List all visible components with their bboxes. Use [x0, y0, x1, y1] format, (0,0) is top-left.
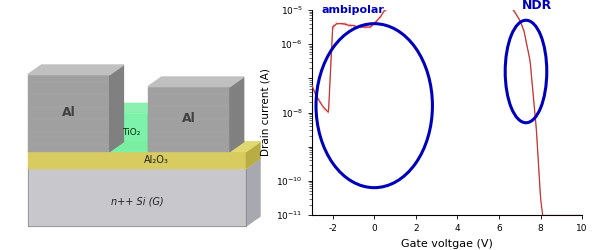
- Y-axis label: Drain current (A): Drain current (A): [261, 68, 271, 156]
- Text: TiO₂: TiO₂: [122, 128, 141, 137]
- Text: Al: Al: [182, 112, 196, 126]
- Text: ambipolar: ambipolar: [321, 6, 384, 16]
- Polygon shape: [148, 104, 162, 152]
- Polygon shape: [148, 77, 244, 86]
- Text: Al₂O₃: Al₂O₃: [144, 154, 169, 164]
- Polygon shape: [110, 113, 148, 152]
- Polygon shape: [28, 168, 247, 226]
- Text: Al: Al: [62, 106, 75, 120]
- Polygon shape: [28, 142, 260, 152]
- Polygon shape: [110, 113, 148, 152]
- X-axis label: Gate voltgae (V): Gate voltgae (V): [401, 238, 493, 248]
- Polygon shape: [28, 65, 124, 74]
- Text: n++ Si (G): n++ Si (G): [111, 197, 163, 207]
- Polygon shape: [247, 158, 260, 226]
- Polygon shape: [28, 152, 247, 168]
- Polygon shape: [247, 142, 260, 168]
- Polygon shape: [28, 74, 110, 152]
- Polygon shape: [230, 77, 244, 152]
- Text: NDR: NDR: [522, 0, 552, 12]
- Polygon shape: [110, 104, 162, 113]
- Polygon shape: [28, 158, 260, 168]
- Polygon shape: [148, 86, 230, 152]
- Polygon shape: [110, 65, 124, 152]
